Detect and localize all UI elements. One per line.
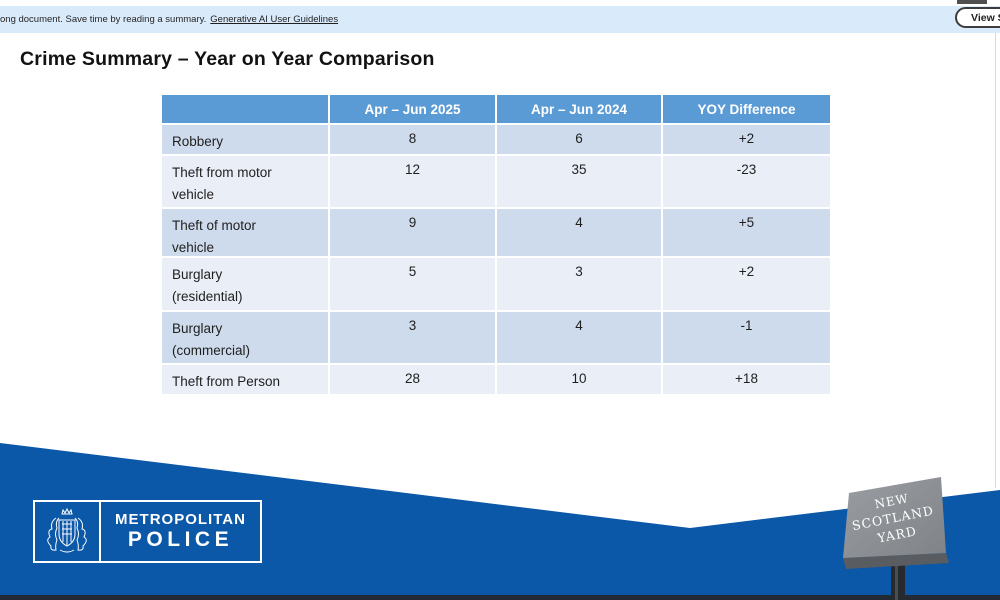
table-row-category: Burglary (residential) (162, 258, 328, 310)
met-police-logo: METROPOLITAN POLICE (33, 500, 262, 563)
table-row-category: Theft from motor vehicle (162, 156, 328, 207)
table-cell-yoy: +2 (663, 258, 830, 310)
table-cell-yoy: +18 (663, 365, 830, 394)
table-cell-yoy: +5 (663, 209, 830, 256)
met-police-crest-icon (35, 502, 101, 561)
table-cell-yoy: -23 (663, 156, 830, 207)
page-title: Crime Summary – Year on Year Comparison (20, 48, 435, 70)
column-header-2024: Apr – Jun 2024 (497, 95, 661, 123)
new-scotland-yard-sign: NEW SCOTLAND YARD (843, 477, 949, 600)
table-cell-2024: 3 (497, 258, 661, 310)
view-summary-button[interactable]: View Summary (955, 7, 1000, 28)
ai-summary-banner: ong document. Save time by reading a sum… (0, 6, 1000, 33)
crime-summary-table: Apr – Jun 2025 Apr – Jun 2024 YOY Differ… (162, 95, 830, 394)
table-row-category: Theft from Person (162, 365, 328, 394)
table-cell-2025: 12 (330, 156, 495, 207)
table-cell-2024: 6 (497, 125, 661, 154)
table-cell-2024: 10 (497, 365, 661, 394)
sign-line-new: NEW (873, 491, 910, 511)
footer-blue-band (0, 443, 1000, 600)
banner-message: ong document. Save time by reading a sum… (0, 14, 207, 25)
table-cell-2024: 35 (497, 156, 661, 207)
column-header-empty (162, 95, 328, 123)
table-cell-2025: 28 (330, 365, 495, 394)
clipped-toolbar-fragment (957, 0, 987, 4)
table-row-category: Theft of motor vehicle (162, 209, 328, 256)
table-cell-yoy: -1 (663, 312, 830, 363)
generative-ai-guidelines-link[interactable]: Generative AI User Guidelines (210, 14, 339, 25)
page-edge-divider (995, 33, 996, 488)
table-row-category: Burglary (commercial) (162, 312, 328, 363)
table-cell-2025: 8 (330, 125, 495, 154)
table-cell-2025: 9 (330, 209, 495, 256)
column-header-2025: Apr – Jun 2025 (330, 95, 495, 123)
sign-face (843, 477, 946, 558)
logo-line-police: POLICE (127, 528, 234, 552)
table-row-category: Robbery (162, 125, 328, 154)
column-header-yoy: YOY Difference (663, 95, 830, 123)
table-cell-yoy: +2 (663, 125, 830, 154)
table-cell-2025: 3 (330, 312, 495, 363)
table-cell-2024: 4 (497, 209, 661, 256)
table-cell-2024: 4 (497, 312, 661, 363)
logo-line-metropolitan: METROPOLITAN (115, 510, 246, 528)
table-cell-2025: 5 (330, 258, 495, 310)
met-police-logo-text: METROPOLITAN POLICE (101, 502, 260, 561)
